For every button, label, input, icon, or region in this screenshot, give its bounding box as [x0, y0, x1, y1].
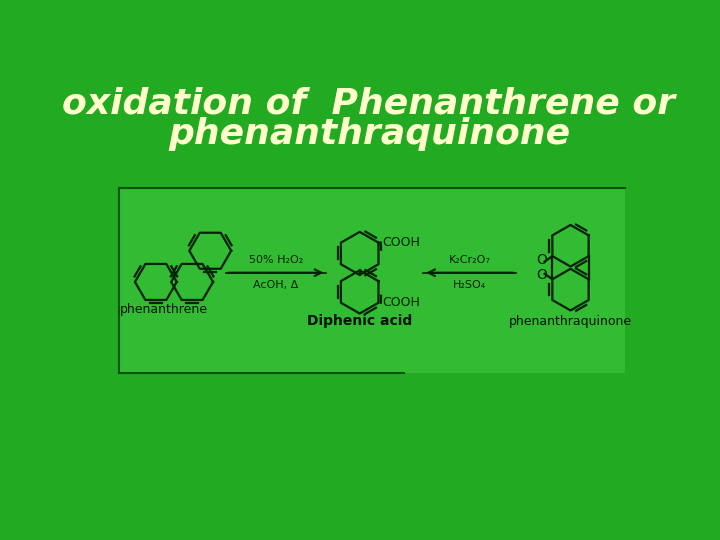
Text: phenanthraquinone: phenanthraquinone: [509, 315, 632, 328]
Text: oxidation of  Phenanthrene or: oxidation of Phenanthrene or: [63, 86, 675, 120]
Text: phenanthraquinone: phenanthraquinone: [168, 117, 570, 151]
Text: Diphenic acid: Diphenic acid: [307, 314, 413, 328]
Text: 50% H₂O₂: 50% H₂O₂: [249, 255, 303, 265]
Text: O: O: [536, 268, 547, 282]
Text: AcOH, Δ: AcOH, Δ: [253, 280, 299, 291]
Text: H₂SO₄: H₂SO₄: [453, 280, 487, 291]
Text: COOH: COOH: [382, 296, 420, 309]
Text: O: O: [536, 253, 547, 267]
Text: COOH: COOH: [382, 236, 420, 249]
Text: phenanthrene: phenanthrene: [120, 303, 207, 316]
Bar: [120, 188, 625, 373]
Text: K₂Cr₂O₇: K₂Cr₂O₇: [449, 255, 491, 265]
